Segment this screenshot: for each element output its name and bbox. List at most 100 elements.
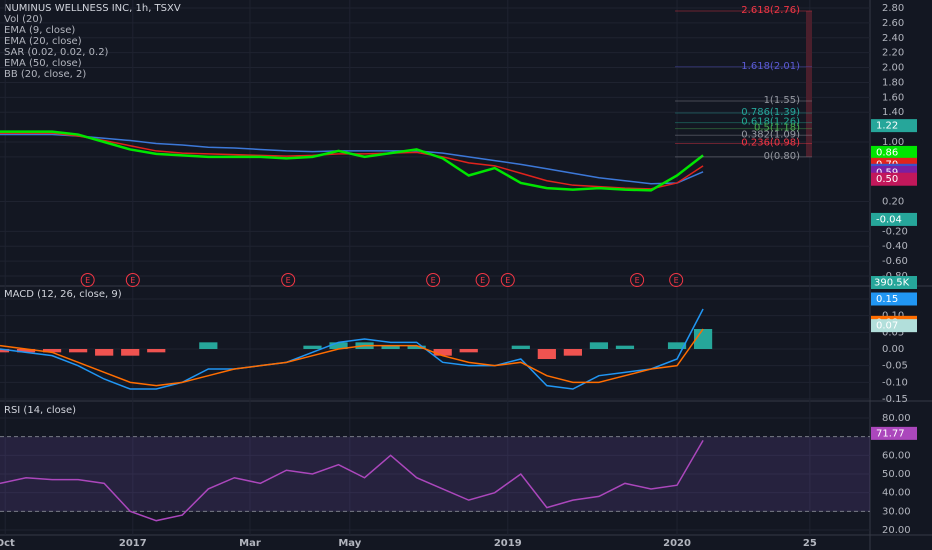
event-label: E (85, 276, 90, 285)
fib-label: 1(1.55) (764, 95, 801, 106)
histogram-bar (95, 349, 114, 356)
x-tick-label: Mar (239, 538, 261, 549)
histogram-bar (0, 349, 10, 353)
series-line (0, 130, 704, 192)
panel-title: MACD (12, 26, close, 9) (4, 289, 122, 300)
y-tick-label: 50.00 (882, 469, 911, 480)
histogram-bar (537, 349, 556, 359)
histogram-bar (303, 345, 322, 349)
event-label: E (674, 276, 679, 285)
indicator-label: Vol (20) (4, 14, 43, 25)
fib-label: 1.618(2.01) (741, 61, 800, 72)
histogram-bar (199, 342, 218, 349)
histogram-bar (121, 349, 140, 356)
panel-title: NUMINUS WELLNESS INC, 1h, TSXV (4, 3, 181, 14)
y-tick-label: 1.80 (882, 77, 904, 88)
rsi-band (0, 436, 870, 512)
event-marker (475, 273, 490, 287)
fib-label: 0(0.80) (764, 151, 801, 162)
y-tick-label: 2.80 (882, 3, 904, 14)
y-tick-label: 2.40 (882, 33, 904, 44)
indicator-label: SAR (0.02, 0.02, 0.2) (4, 47, 109, 58)
histogram-bar (459, 349, 478, 353)
price-label: 0.15 (876, 294, 898, 305)
y-tick-label: 2.20 (882, 48, 904, 59)
price-label-box (871, 145, 917, 159)
event-marker (426, 273, 441, 287)
panel-title: RSI (14, close) (4, 405, 76, 416)
price-label: 0.07 (876, 321, 898, 332)
event-marker (80, 273, 95, 287)
event-marker (630, 273, 645, 287)
y-tick-label: 2.00 (882, 63, 904, 74)
price-label: 1.22 (876, 121, 898, 132)
series-line (0, 133, 704, 185)
price-label-box (871, 172, 917, 186)
fib-label: 0.786(1.39) (741, 107, 800, 118)
price-label-box (871, 319, 917, 333)
y-tick-label: -0.05 (882, 361, 908, 372)
y-tick-label: -0.40 (882, 241, 908, 252)
volume-label-box (871, 276, 917, 289)
fib-bar (806, 10, 812, 157)
y-tick-label: 30.00 (882, 506, 911, 517)
histogram-bar (407, 345, 426, 349)
price-label: -0.04 (876, 214, 902, 225)
x-tick-label: May (338, 538, 361, 549)
x-tick-label: 2020 (663, 538, 691, 549)
price-label-box (871, 426, 917, 440)
fib-label: 0.382(1.09) (741, 129, 800, 140)
indicator-label: EMA (50, close) (4, 58, 82, 69)
histogram-bar (329, 342, 348, 349)
y-tick-label: 80.00 (882, 413, 911, 424)
histogram-bar (693, 329, 713, 349)
histogram-bar (589, 342, 609, 349)
y-tick-label: 1.40 (882, 107, 904, 118)
y-tick-label: 0.00 (882, 344, 904, 355)
price-label-box (871, 292, 917, 306)
series-line (0, 328, 704, 387)
event-marker (669, 273, 684, 287)
event-marker (125, 273, 140, 287)
histogram-bar (381, 345, 400, 349)
y-tick-label: -0.60 (882, 256, 908, 267)
y-tick-label: 2.60 (882, 18, 904, 29)
y-tick-label: 20.00 (882, 525, 911, 536)
price-label: 71.77 (876, 428, 905, 439)
histogram-bar (615, 345, 635, 349)
y-tick-label: -0.15 (882, 394, 908, 405)
y-tick-label: -0.10 (882, 377, 908, 388)
price-label: 0.86 (876, 147, 898, 158)
y-tick-label: 0.05 (882, 327, 904, 338)
price-label-box (871, 212, 917, 226)
histogram-bar (69, 349, 88, 353)
event-label: E (431, 276, 436, 285)
price-label-box (871, 119, 917, 133)
histogram-bar (433, 349, 452, 356)
fib-label: 0.618(1.26) (741, 117, 800, 128)
event-label: E (635, 276, 640, 285)
x-tick-label: Oct (0, 538, 15, 549)
y-tick-label: 1.60 (882, 92, 904, 103)
event-label: E (286, 276, 291, 285)
indicator-label: BB (20, close, 2) (4, 69, 86, 80)
histogram-bar (147, 349, 166, 353)
histogram-bar (667, 342, 687, 349)
y-tick-label: 40.00 (882, 488, 911, 499)
x-tick-label: 2017 (119, 538, 147, 549)
fib-label: 0.5(1.18) (754, 123, 800, 134)
x-tick-label: 25 (803, 538, 817, 549)
indicator-label: EMA (20, close) (4, 36, 82, 47)
fib-label: 2.618(2.76) (741, 5, 800, 16)
x-tick-label: 2019 (494, 538, 522, 549)
event-marker (281, 273, 296, 287)
histogram-bar (42, 349, 62, 353)
volume-label: 390.5K (874, 278, 910, 289)
event-label: E (505, 276, 510, 285)
histogram-bar (511, 345, 530, 349)
y-tick-label: 1.00 (882, 137, 904, 148)
price-label: 0.50 (876, 174, 898, 185)
histogram-bar (16, 349, 36, 353)
